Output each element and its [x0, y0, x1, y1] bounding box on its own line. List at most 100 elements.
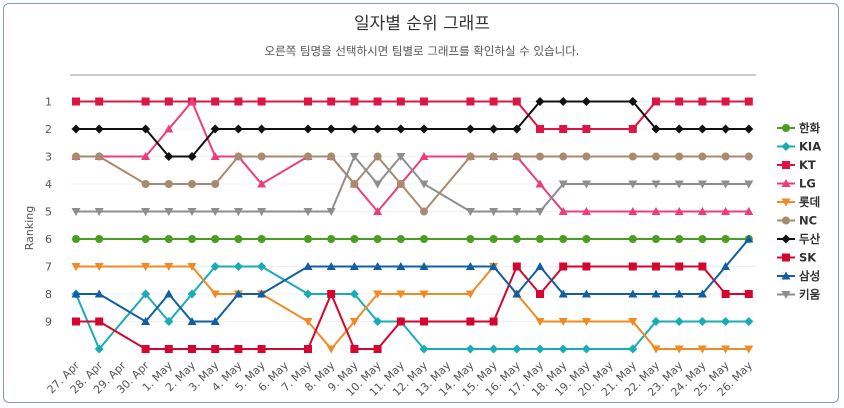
legend-item[interactable]: 한화: [777, 121, 821, 135]
data-point: [744, 124, 754, 134]
data-point: [559, 125, 568, 133]
data-point: [489, 152, 498, 161]
data-point: [349, 124, 359, 134]
data-point: [652, 262, 660, 271]
y-tick-label: 2: [45, 123, 52, 136]
legend-item[interactable]: LG: [777, 177, 816, 191]
data-point: [675, 235, 684, 243]
data-point: [512, 152, 521, 161]
legend-item[interactable]: 두산: [777, 232, 821, 246]
data-point: [71, 208, 81, 216]
legend-item[interactable]: SK: [777, 251, 817, 265]
data-point: [721, 152, 730, 161]
data-point: [744, 152, 753, 161]
data-point: [141, 263, 151, 271]
data-point: [373, 235, 382, 243]
data-point: [582, 235, 591, 243]
data-point: [233, 262, 243, 271]
data-point: [628, 344, 638, 354]
data-point: [419, 124, 429, 134]
data-point: [559, 235, 568, 243]
data-point: [536, 235, 544, 243]
data-point: [466, 97, 475, 106]
data-point: [373, 345, 382, 353]
data-point: [349, 289, 359, 299]
data-point: [721, 207, 731, 215]
y-tick-label: 5: [45, 206, 52, 219]
data-point: [581, 207, 591, 215]
data-point: [304, 152, 312, 161]
data-point: [535, 97, 545, 106]
data-point: [558, 97, 568, 106]
legend-item[interactable]: KIA: [777, 140, 821, 154]
data-point: [628, 152, 637, 161]
data-point: [234, 345, 243, 353]
data-point: [373, 97, 382, 106]
series-9: [71, 153, 754, 216]
data-point: [744, 180, 754, 189]
data-point: [257, 345, 266, 353]
data-point: [675, 97, 684, 106]
data-point: [327, 290, 336, 298]
data-point: [257, 262, 267, 271]
y-tick-label: 7: [45, 261, 52, 274]
data-point: [489, 124, 499, 134]
data-point: [512, 208, 522, 216]
data-point: [234, 235, 243, 243]
data-point: [675, 152, 684, 161]
legend-marker: [782, 124, 790, 132]
data-point: [558, 318, 568, 326]
data-point: [94, 124, 104, 134]
data-point: [581, 180, 591, 189]
data-point: [349, 318, 359, 326]
legend-label: KT: [799, 158, 816, 172]
data-point: [558, 207, 568, 215]
data-point: [652, 97, 660, 106]
data-point: [651, 317, 661, 326]
data-point: [466, 152, 475, 161]
data-point: [257, 208, 267, 216]
data-point: [95, 235, 104, 243]
data-point: [326, 262, 336, 270]
data-point: [327, 97, 336, 106]
data-point: [489, 262, 499, 270]
data-point: [350, 97, 359, 106]
data-point: [558, 344, 568, 354]
data-point: [233, 289, 243, 298]
data-point: [396, 235, 405, 243]
data-point: [512, 124, 522, 134]
legend-item[interactable]: 삼성: [777, 269, 820, 283]
data-point: [257, 235, 266, 243]
data-point: [211, 345, 220, 353]
legend-item[interactable]: NC: [777, 214, 817, 228]
data-point: [697, 180, 707, 189]
data-point: [396, 124, 406, 134]
legend-item[interactable]: KT: [777, 158, 816, 172]
data-point: [628, 235, 637, 243]
legend-marker: [782, 161, 790, 169]
legend-item[interactable]: 롯데: [777, 195, 820, 209]
data-point: [652, 152, 660, 161]
data-point: [721, 290, 730, 298]
data-point: [465, 262, 475, 270]
data-point: [489, 208, 499, 216]
legend-label: KIA: [799, 140, 821, 154]
series-8: [71, 234, 754, 325]
data-point: [187, 208, 197, 216]
data-point: [489, 317, 498, 326]
legend-label: NC: [799, 214, 817, 228]
data-point: [141, 289, 151, 299]
data-point: [188, 345, 196, 353]
data-point: [94, 263, 104, 271]
series-line: [76, 100, 749, 158]
data-point: [188, 180, 196, 188]
data-point: [141, 124, 151, 134]
data-point: [164, 235, 173, 243]
data-point: [72, 152, 80, 161]
data-point: [396, 97, 405, 106]
legend-item[interactable]: 키움: [777, 288, 821, 302]
data-point: [164, 124, 174, 133]
data-point: [210, 290, 220, 299]
data-point: [652, 235, 660, 243]
